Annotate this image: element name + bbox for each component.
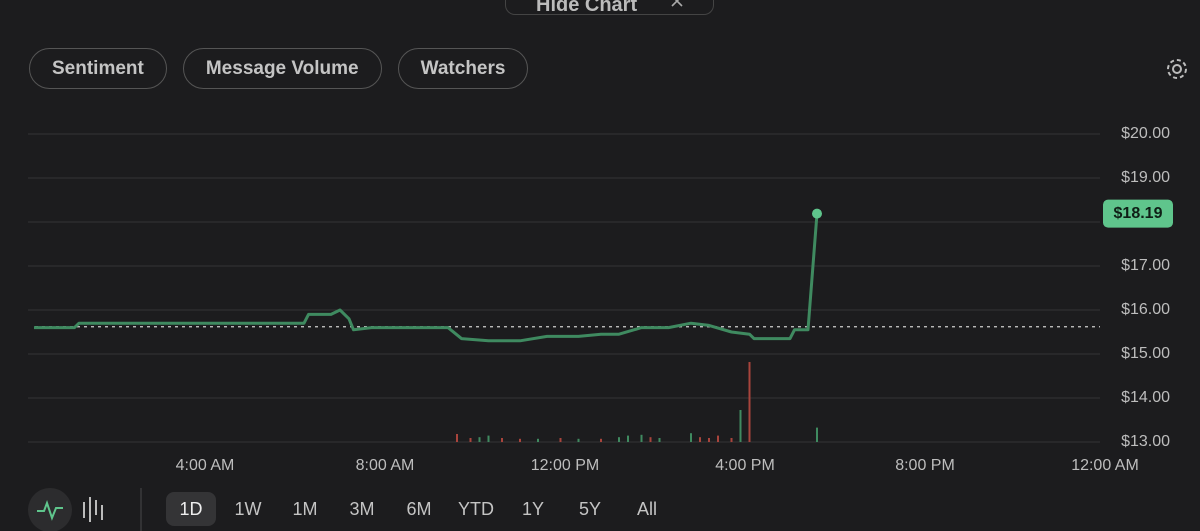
filter-bar: Sentiment Message Volume Watchers xyxy=(29,48,529,89)
x-tick-label: 12:00 PM xyxy=(531,457,599,474)
y-tick-label: $20.00 xyxy=(1121,125,1170,142)
volume-bar xyxy=(559,438,562,442)
tab-label: Hide Chart xyxy=(536,0,638,16)
close-icon xyxy=(671,0,683,7)
volume-bar xyxy=(618,437,620,442)
volume-bar xyxy=(748,362,751,442)
filter-button[interactable]: Sentiment xyxy=(29,48,167,89)
range-button[interactable]: 6M xyxy=(406,499,432,519)
volume-bar xyxy=(469,438,472,442)
range-button[interactable]: YTD xyxy=(458,499,494,519)
x-tick-label: 12:00 AM xyxy=(1071,457,1139,474)
y-tick-label: $13.00 xyxy=(1121,433,1170,450)
filter-button[interactable]: Watchers xyxy=(397,48,529,89)
x-tick-label: 8:00 PM xyxy=(895,457,955,474)
range-button[interactable]: 1M xyxy=(292,499,318,519)
volume-bar xyxy=(708,438,710,442)
range-button[interactable]: 1D xyxy=(166,492,216,526)
volume-bar xyxy=(816,427,818,442)
candle-mode-icon[interactable] xyxy=(83,497,103,522)
y-tick-label: $16.00 xyxy=(1121,301,1170,318)
volume-bar xyxy=(519,438,521,442)
x-tick-label: 4:00 PM xyxy=(715,457,775,474)
x-tick-label: 8:00 AM xyxy=(356,457,415,474)
volume-bar xyxy=(690,433,692,442)
volume-bar xyxy=(487,435,490,442)
range-bar: 1D 1W 1M 3M 6M YTD 1Y 5Y All xyxy=(166,492,672,526)
volume-bar xyxy=(649,437,652,442)
volume-bar xyxy=(658,438,661,442)
volume-bar xyxy=(456,434,458,442)
line-mode-icon[interactable] xyxy=(28,488,72,531)
y-tick-label: $17.00 xyxy=(1121,257,1170,274)
price-badge xyxy=(1103,199,1173,228)
y-tick-label: $19.00 xyxy=(1121,169,1170,186)
range-button[interactable]: 3M xyxy=(349,499,375,519)
range-button[interactable]: 5Y xyxy=(578,499,602,519)
volume-bar xyxy=(537,438,539,442)
volume-bar xyxy=(627,435,629,442)
filter-button[interactable]: Message Volume xyxy=(182,48,382,89)
settings-icon[interactable] xyxy=(1167,59,1187,79)
volume-bar xyxy=(699,437,701,442)
price-badge-label: $18.19 xyxy=(1114,205,1163,222)
volume-bar xyxy=(577,438,580,442)
volume-bar xyxy=(717,435,719,442)
volume-bar xyxy=(640,434,643,442)
x-tick-label: 4:00 AM xyxy=(176,457,235,474)
range-button[interactable]: 1W xyxy=(234,499,262,519)
volume-bar xyxy=(501,438,503,442)
volume-bar xyxy=(478,437,481,442)
y-tick-label: $14.00 xyxy=(1121,389,1170,406)
last-point xyxy=(812,208,822,219)
hide-chart-tab[interactable]: Hide Chart xyxy=(505,0,714,16)
volume-bar xyxy=(739,410,742,442)
volume-bar xyxy=(600,438,602,442)
volume-bar xyxy=(730,438,733,442)
range-button[interactable]: 1Y xyxy=(521,499,545,519)
price-line xyxy=(34,213,819,343)
range-button[interactable]: All xyxy=(636,499,657,519)
y-tick-label: $15.00 xyxy=(1121,345,1170,362)
